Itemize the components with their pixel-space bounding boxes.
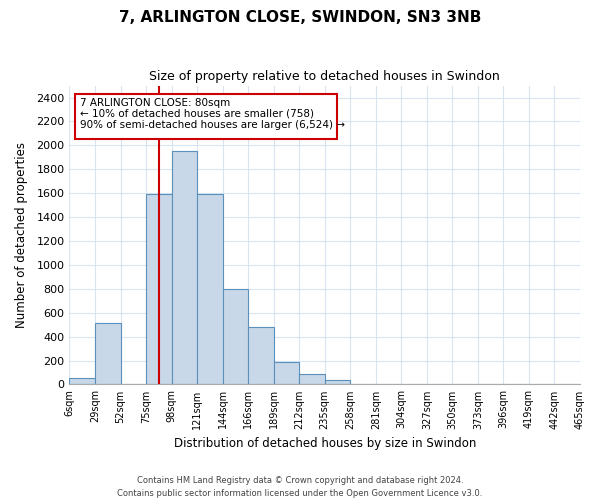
- Bar: [95, 324, 121, 384]
- X-axis label: Distribution of detached houses by size in Swindon: Distribution of detached houses by size …: [173, 437, 476, 450]
- Text: Contains HM Land Registry data © Crown copyright and database right 2024.
Contai: Contains HM Land Registry data © Crown c…: [118, 476, 482, 498]
- Bar: [223, 289, 248, 384]
- Bar: [74, 94, 337, 140]
- Text: 7 ARLINGTON CLOSE: 80sqm: 7 ARLINGTON CLOSE: 80sqm: [80, 98, 230, 108]
- Text: ← 10% of detached houses are smaller (758): ← 10% of detached houses are smaller (75…: [80, 108, 314, 118]
- Bar: [325, 380, 350, 384]
- Text: 90% of semi-detached houses are larger (6,524) →: 90% of semi-detached houses are larger (…: [80, 120, 344, 130]
- Bar: [172, 152, 197, 384]
- Bar: [299, 374, 325, 384]
- Title: Size of property relative to detached houses in Swindon: Size of property relative to detached ho…: [149, 70, 500, 83]
- Bar: [197, 194, 223, 384]
- Bar: [274, 362, 299, 384]
- Bar: [146, 194, 172, 384]
- Text: 7, ARLINGTON CLOSE, SWINDON, SN3 3NB: 7, ARLINGTON CLOSE, SWINDON, SN3 3NB: [119, 10, 481, 25]
- Y-axis label: Number of detached properties: Number of detached properties: [15, 142, 28, 328]
- Bar: [248, 327, 274, 384]
- Bar: [70, 378, 95, 384]
